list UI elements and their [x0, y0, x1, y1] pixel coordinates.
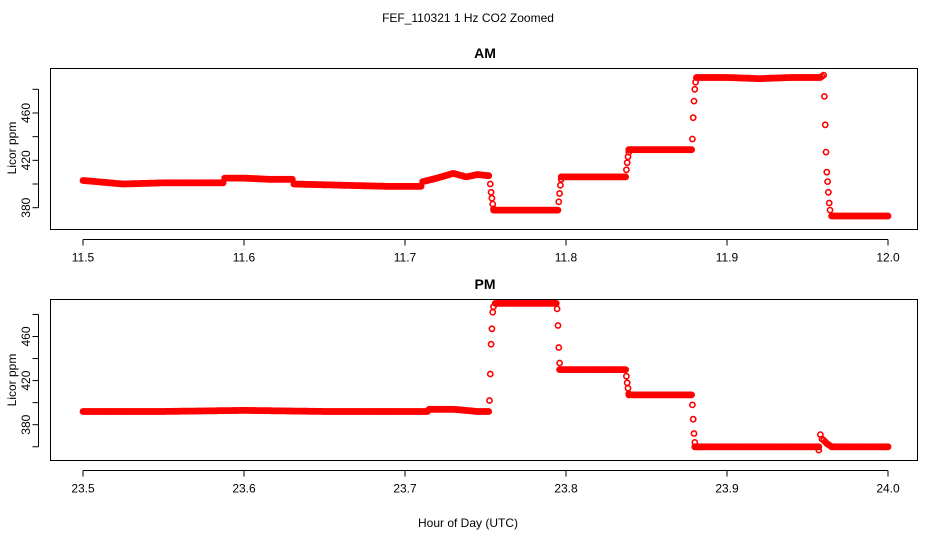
am-data-point	[555, 198, 563, 206]
pm-data-point	[884, 443, 892, 451]
pm-data-point	[623, 372, 630, 380]
am-plot-frame	[50, 68, 918, 230]
am-x-tick-label: 11.7	[394, 251, 417, 265]
pm-data-point	[489, 308, 497, 316]
pm-x-tick-label: 24.0	[876, 482, 900, 496]
x-axis-label: Hour of Day (UTC)	[418, 516, 518, 530]
am-data-point	[488, 194, 496, 202]
am-data-point	[622, 173, 629, 181]
pm-y-axis: 380 420 460	[19, 313, 39, 448]
am-data-point	[556, 190, 563, 197]
am-data-point	[689, 135, 696, 143]
am-data-point	[688, 146, 695, 154]
pm-data-point	[486, 397, 493, 404]
pm-data-point	[553, 305, 561, 313]
am-data-point	[825, 188, 832, 196]
pm-data-point	[487, 340, 495, 348]
am-data-point	[826, 206, 834, 214]
pm-x-tick-label: 23.6	[232, 482, 256, 496]
am-data-point	[822, 148, 830, 156]
am-data-point	[884, 212, 892, 220]
am-y-tick-label: 380	[19, 197, 33, 217]
pm-panel-title: PM	[475, 276, 496, 292]
panel-pm: PM Licor ppm 23.5 23.6 23.7 23.8 23.9 24.0 38…	[5, 276, 918, 496]
pm-data-point	[624, 384, 632, 392]
pm-y-tick-label: 380	[19, 414, 33, 434]
am-data-point	[557, 181, 564, 189]
pm-x-tick-label: 23.8	[554, 482, 578, 496]
am-y-axis: 380 420 460	[19, 88, 39, 218]
pm-data-point	[555, 344, 563, 351]
am-points	[79, 71, 892, 220]
pm-data-point	[622, 366, 629, 373]
pm-points	[79, 299, 892, 454]
am-x-tick-label: 11.6	[233, 251, 256, 265]
am-data-point	[689, 114, 697, 122]
am-data-point	[825, 199, 833, 207]
am-data-point	[820, 71, 827, 79]
am-x-tick-label: 12.0	[876, 251, 900, 265]
am-x-tick-label: 11.8	[555, 251, 578, 265]
am-data-point	[823, 168, 831, 176]
am-data-point	[821, 93, 828, 100]
am-y-tick-label: 460	[19, 103, 33, 123]
am-data-point	[485, 172, 493, 180]
pm-data-point	[554, 322, 562, 329]
pm-data-point	[815, 446, 823, 454]
am-panel-title: AM	[474, 45, 496, 61]
am-data-point	[623, 166, 630, 174]
am-x-axis: 11.5 11.6 11.7 11.8 11.9 12.0	[72, 239, 900, 265]
am-data-point	[690, 97, 698, 105]
am-data-point	[554, 206, 562, 214]
pm-data-point	[689, 401, 696, 409]
pm-x-tick-label: 23.7	[393, 482, 417, 496]
pm-y-tick-label: 460	[19, 326, 33, 346]
pm-data-point	[556, 359, 563, 367]
pm-data-point	[485, 408, 493, 415]
am-y-tick-label: 420	[19, 150, 33, 170]
pm-data-point	[486, 370, 494, 378]
pm-data-point	[815, 443, 823, 451]
pm-data-point	[688, 391, 695, 399]
pm-plot-frame	[50, 299, 918, 461]
panel-am: AM Licor ppm 11.5 11.6 11.7 11.8 11.9 12.0 38…	[5, 45, 918, 265]
pm-y-axis-label: Licor ppm	[5, 354, 19, 407]
am-x-tick-label: 11.9	[716, 251, 739, 265]
figure-title: FEF_110321 1 Hz CO2 Zoomed	[382, 11, 554, 25]
am-data-point	[824, 178, 831, 185]
am-data-point	[487, 188, 495, 196]
pm-data-point	[488, 325, 496, 333]
am-data-point	[691, 85, 699, 93]
pm-data-point	[623, 379, 631, 387]
am-y-axis-label: Licor ppm	[5, 122, 19, 175]
pm-x-tick-label: 23.9	[715, 482, 739, 496]
am-data-point	[623, 159, 631, 167]
am-x-tick-label: 11.5	[72, 251, 95, 265]
pm-y-tick-label: 420	[19, 370, 33, 390]
am-data-point	[821, 121, 829, 129]
pm-data-point	[690, 430, 698, 437]
am-data-point	[486, 180, 494, 188]
pm-x-tick-label: 23.5	[71, 482, 95, 496]
pm-data-point	[689, 415, 697, 423]
pm-x-axis: 23.5 23.6 23.7 23.8 23.9 24.0	[71, 470, 900, 496]
